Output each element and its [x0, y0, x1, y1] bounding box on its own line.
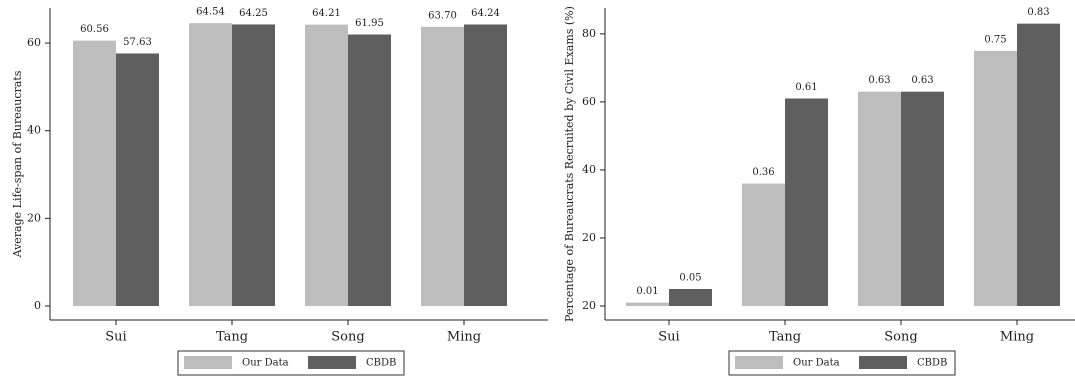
legend-swatch — [308, 356, 356, 369]
value-label: 63.70 — [428, 10, 457, 21]
y-axis-label: Percentage of Bureaucrats Recruited by C… — [563, 6, 576, 322]
bar — [232, 24, 275, 306]
x-tick-label: Sui — [658, 330, 679, 345]
value-label: 0.63 — [868, 75, 890, 86]
value-label: 64.21 — [312, 8, 341, 19]
y-tick-label: 20 — [27, 211, 41, 224]
legend-swatch — [859, 356, 907, 369]
bar — [785, 98, 828, 306]
legend-label: Our Data — [242, 358, 289, 369]
bar — [348, 34, 391, 306]
legend-box — [177, 350, 405, 376]
value-label: 61.95 — [355, 18, 384, 29]
bar — [742, 183, 785, 306]
value-label: 0.05 — [679, 272, 701, 283]
x-tick-label: Song — [331, 330, 364, 345]
y-tick-label: 20 — [582, 299, 596, 312]
x-tick-label: Sui — [105, 330, 126, 345]
y-tick-label: 0 — [34, 299, 41, 312]
bar — [421, 26, 464, 307]
bar — [901, 91, 944, 306]
y-tick-label: 60 — [27, 36, 41, 49]
y-tick-label: 60 — [582, 95, 596, 108]
legend-label: Our Data — [793, 358, 840, 369]
x-tick-label: Ming — [1000, 330, 1034, 345]
value-label: 64.24 — [471, 8, 500, 19]
y-tick-label: 20 — [582, 231, 596, 244]
bar — [305, 24, 348, 306]
bar — [669, 288, 712, 306]
legend-swatch — [184, 356, 232, 369]
value-label: 0.61 — [795, 82, 817, 93]
value-label: 0.83 — [1027, 7, 1049, 18]
bar — [626, 302, 669, 306]
bar — [73, 40, 116, 306]
value-label: 57.63 — [123, 37, 152, 48]
value-label: 0.75 — [984, 34, 1006, 45]
bar — [464, 24, 507, 306]
bar — [1017, 23, 1060, 306]
y-axis-label: Average Life-span of Bureaucrats — [11, 70, 24, 258]
y-tick-label: 40 — [582, 163, 596, 176]
y-tick-label: 40 — [27, 124, 41, 137]
legend-label: CBDB — [366, 358, 396, 369]
x-tick-label: Tang — [216, 330, 248, 345]
y-tick-label: 80 — [582, 27, 596, 40]
bar — [189, 23, 232, 307]
value-label: 64.54 — [196, 7, 225, 18]
x-tick-label: Song — [884, 330, 917, 345]
value-label: 0.36 — [752, 167, 774, 178]
bar — [974, 50, 1017, 307]
bar — [116, 53, 159, 306]
value-label: 0.63 — [911, 75, 933, 86]
legend-label: CBDB — [917, 358, 947, 369]
bar — [858, 91, 901, 306]
value-label: 60.56 — [80, 24, 109, 35]
value-label: 0.01 — [636, 286, 658, 297]
legend-swatch — [735, 356, 783, 369]
value-label: 64.25 — [239, 8, 268, 19]
x-tick-label: Ming — [447, 330, 481, 345]
x-tick-label: Tang — [769, 330, 801, 345]
